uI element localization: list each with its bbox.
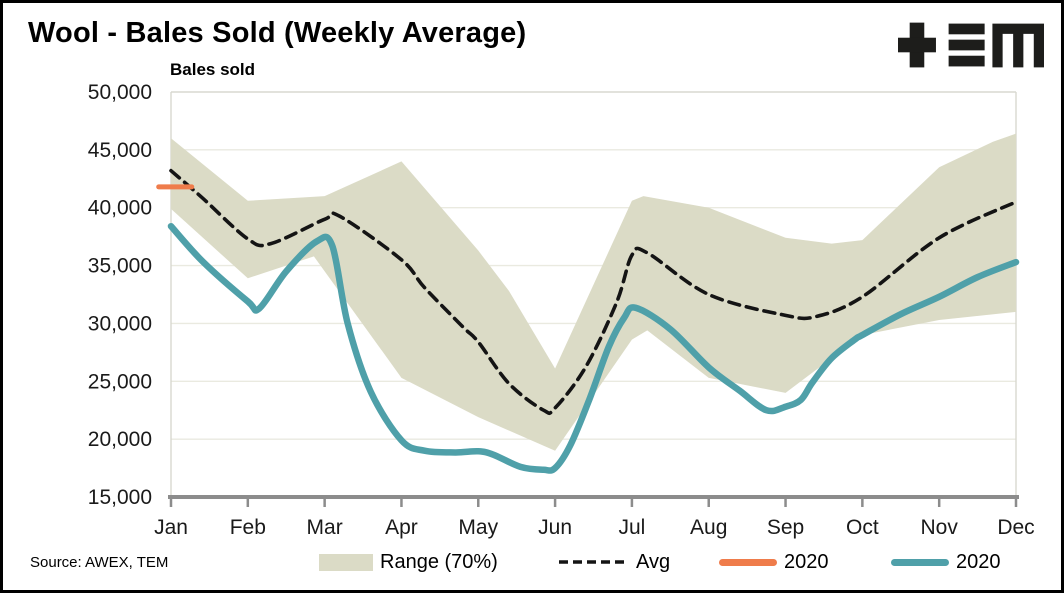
legend-swatch-box [319,553,373,571]
x-axis-label: Nov [921,516,959,539]
y-axis-label: 15,000 [88,486,152,509]
x-axis-label: Jun [538,516,572,539]
legend-label: Range (70%) [380,550,498,573]
legend-item-2020: 2020 [719,549,829,575]
logo-m-icon [992,23,1044,68]
x-axis-label: Feb [230,516,266,539]
x-axis-label: Aug [690,516,727,539]
legend-label: Avg [636,550,671,573]
x-axis-label: Jul [618,516,645,539]
legend-label: 2020 [784,550,829,573]
y-axis-label: 40,000 [88,197,152,220]
legend-swatch-line [719,558,777,566]
legend-item-2020: 2020 [891,549,1001,575]
y-axis-label: 35,000 [88,255,152,278]
legend-label: 2020 [956,550,1001,573]
x-axis-label: May [458,516,498,539]
avg-dashed-line [169,168,1018,416]
source-note: Source: AWEX, TEM [30,554,169,571]
y-axis-title: Bales sold [170,60,256,79]
x-axis-label: Sep [767,516,804,539]
x-axis-label: Jan [154,516,188,539]
y-axis-label: 20,000 [88,428,152,451]
chart-legend: Range (70%) Avg 2020 2020 [3,549,1061,577]
chart-plot-area: Jan Feb Mar Apr May Jun Jul Aug Sep Oct Nov Dec 50,0… [88,81,1035,539]
y-axis-label: 30,000 [88,312,152,335]
logo-bars-icon [948,23,985,67]
chart-title: Wool - Bales Sold (Weekly Average) [28,17,527,49]
series-2020-line [167,222,1020,474]
range-band-area [171,133,1016,451]
x-axis-label: Oct [846,516,879,539]
x-axis-label: Dec [997,516,1034,539]
legend-swatch-line [891,558,949,566]
tem-logo [898,22,1044,68]
x-axis-label: Mar [307,516,343,539]
logo-plus-icon [898,22,936,68]
y-axis-label: 50,000 [88,81,152,104]
legend-item-range-70-: Range (70%) [319,549,498,575]
legend-swatch-dash [559,560,629,564]
y-axis-label: 45,000 [88,139,152,162]
legend-item-avg: Avg [559,549,670,575]
y-axis-label: 25,000 [88,370,152,393]
x-axis-label: Apr [385,516,418,539]
